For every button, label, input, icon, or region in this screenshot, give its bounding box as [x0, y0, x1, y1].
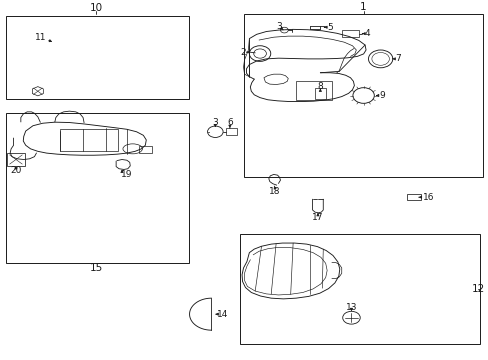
- Bar: [295, 81, 331, 100]
- Bar: [341, 31, 358, 37]
- Text: 4: 4: [364, 29, 369, 38]
- Text: 5: 5: [326, 23, 332, 32]
- Bar: [407, 194, 420, 201]
- Bar: [60, 129, 118, 151]
- Text: 3: 3: [212, 118, 218, 127]
- Bar: [6, 15, 188, 99]
- Text: 10: 10: [89, 3, 102, 13]
- Text: 15: 15: [89, 263, 102, 273]
- Text: 3: 3: [276, 22, 281, 31]
- Text: 20: 20: [10, 166, 21, 175]
- Bar: [6, 113, 188, 262]
- Text: 2: 2: [240, 48, 246, 57]
- Bar: [314, 89, 325, 99]
- Text: 7: 7: [394, 54, 400, 63]
- Bar: [138, 146, 152, 153]
- Text: 11: 11: [35, 33, 46, 42]
- Text: 8: 8: [317, 82, 323, 91]
- Text: 6: 6: [226, 118, 232, 127]
- Text: 9: 9: [379, 91, 385, 100]
- Bar: [239, 234, 479, 345]
- Text: 18: 18: [269, 186, 280, 195]
- Text: 14: 14: [217, 310, 228, 319]
- Text: 1: 1: [360, 2, 366, 12]
- Text: 19: 19: [121, 170, 132, 179]
- Text: 17: 17: [311, 213, 323, 222]
- Text: 16: 16: [422, 193, 433, 202]
- Text: 12: 12: [471, 284, 485, 294]
- Bar: [225, 128, 236, 135]
- Text: 13: 13: [345, 302, 357, 311]
- Bar: [7, 153, 25, 166]
- Bar: [244, 14, 482, 177]
